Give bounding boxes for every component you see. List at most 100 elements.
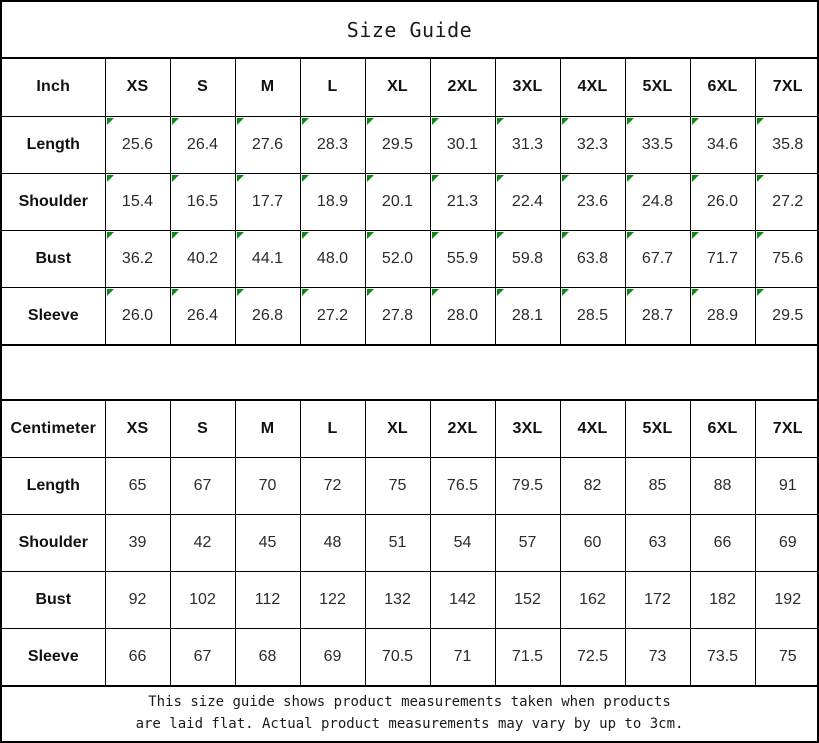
cm-shoulder-l: 48 <box>299 514 366 572</box>
page-title: Size Guide <box>346 17 473 42</box>
cell-flag-icon <box>366 231 374 239</box>
cell-flag-icon <box>756 117 764 125</box>
inch-size-header-m: M <box>234 59 301 117</box>
cm-sleeve-5xl: 73 <box>624 628 691 686</box>
cm-size-header-s: S <box>169 400 236 458</box>
cm-row-label-shoulder: Shoulder <box>2 514 106 572</box>
cm-shoulder-6xl: 66 <box>689 514 756 572</box>
inch-bust-7xl: 75.6 <box>754 229 817 288</box>
cm-bust-4xl: 162 <box>559 571 626 629</box>
cell-flag-icon <box>366 288 374 296</box>
inch-length-xl: 29.5 <box>364 116 431 174</box>
table-row: Sleeve 26.0 26.4 26.8 27.2 27.8 28.0 28.… <box>2 286 817 345</box>
inch-shoulder-xs: 15.4 <box>104 172 171 231</box>
cm-size-header-7xl: 7XL <box>754 400 817 458</box>
inch-shoulder-4xl: 23.6 <box>559 172 626 231</box>
cell-flag-icon <box>496 231 504 239</box>
inch-table-head: Inch XS S M L XL 2XL 3XL 4XL 5XL 6XL 7XL <box>2 59 817 117</box>
cell-flag-icon <box>626 288 634 296</box>
cm-length-6xl: 88 <box>689 457 756 515</box>
cm-shoulder-7xl: 69 <box>754 514 817 572</box>
cm-row-label-length: Length <box>2 457 106 515</box>
inch-sleeve-xs: 26.0 <box>104 286 171 345</box>
cm-row-label-bust: Bust <box>2 571 106 629</box>
inch-shoulder-m: 17.7 <box>234 172 301 231</box>
inch-length-4xl: 32.3 <box>559 116 626 174</box>
cm-bust-l: 122 <box>299 571 366 629</box>
inch-length-7xl: 35.8 <box>754 116 817 174</box>
inch-length-l: 28.3 <box>299 116 366 174</box>
inch-sleeve-7xl: 29.5 <box>754 286 817 345</box>
cm-length-3xl: 79.5 <box>494 457 561 515</box>
cell-flag-icon <box>171 117 179 125</box>
table-row: Bust 36.2 40.2 44.1 48.0 52.0 55.9 59.8 … <box>2 229 817 288</box>
inch-size-header-5xl: 5XL <box>624 59 691 117</box>
inch-size-header-2xl: 2XL <box>429 59 496 117</box>
centimeter-table-body: Length 65 67 70 72 75 76.5 79.5 82 85 88… <box>2 457 817 686</box>
cm-size-header-xl: XL <box>364 400 431 458</box>
cell-flag-icon <box>496 288 504 296</box>
inch-bust-xl: 52.0 <box>364 229 431 288</box>
table-row: Shoulder 15.4 16.5 17.7 18.9 20.1 21.3 2… <box>2 172 817 231</box>
inch-size-header-xl: XL <box>364 59 431 117</box>
inch-bust-m: 44.1 <box>234 229 301 288</box>
inch-row-label-bust: Bust <box>2 229 106 288</box>
cm-row-label-sleeve: Sleeve <box>2 628 106 686</box>
cell-flag-icon <box>301 231 309 239</box>
inch-sleeve-m: 26.8 <box>234 286 301 345</box>
inch-shoulder-6xl: 26.0 <box>689 172 756 231</box>
inch-table-body: Length 25.6 26.4 27.6 28.3 29.5 30.1 31.… <box>2 116 817 345</box>
cm-bust-xs: 92 <box>104 571 171 629</box>
inch-size-header-3xl: 3XL <box>494 59 561 117</box>
cell-flag-icon <box>626 231 634 239</box>
cell-flag-icon <box>431 288 439 296</box>
size-guide-title-row: Size Guide <box>2 2 817 59</box>
cell-flag-icon <box>691 231 699 239</box>
inch-bust-5xl: 67.7 <box>624 229 691 288</box>
cm-length-4xl: 82 <box>559 457 626 515</box>
cm-length-7xl: 91 <box>754 457 817 515</box>
inch-sleeve-l: 27.2 <box>299 286 366 345</box>
cm-length-xl: 75 <box>364 457 431 515</box>
cm-size-header-xs: XS <box>104 400 171 458</box>
inch-length-m: 27.6 <box>234 116 301 174</box>
cell-flag-icon <box>366 117 374 125</box>
cell-flag-icon <box>301 288 309 296</box>
cm-shoulder-s: 42 <box>169 514 236 572</box>
inch-sleeve-s: 26.4 <box>169 286 236 345</box>
table-row: Length 65 67 70 72 75 76.5 79.5 82 85 88… <box>2 457 817 515</box>
cm-size-header-3xl: 3XL <box>494 400 561 458</box>
cell-flag-icon <box>236 231 244 239</box>
inch-unit-header: Inch <box>2 59 106 117</box>
cell-flag-icon <box>236 288 244 296</box>
size-guide-disclaimer: This size guide shows product measuremen… <box>135 694 684 732</box>
cell-flag-icon <box>561 288 569 296</box>
inch-shoulder-5xl: 24.8 <box>624 172 691 231</box>
inch-bust-4xl: 63.8 <box>559 229 626 288</box>
cm-size-header-2xl: 2XL <box>429 400 496 458</box>
inch-sleeve-2xl: 28.0 <box>429 286 496 345</box>
cm-sleeve-4xl: 72.5 <box>559 628 626 686</box>
inch-length-2xl: 30.1 <box>429 116 496 174</box>
inch-size-header-l: L <box>299 59 366 117</box>
inch-sleeve-3xl: 28.1 <box>494 286 561 345</box>
cell-flag-icon <box>561 231 569 239</box>
cell-flag-icon <box>366 174 374 182</box>
cell-flag-icon <box>691 117 699 125</box>
inch-size-header-6xl: 6XL <box>689 59 756 117</box>
cell-flag-icon <box>431 174 439 182</box>
cm-bust-7xl: 192 <box>754 571 817 629</box>
cell-flag-icon <box>626 117 634 125</box>
inch-length-s: 26.4 <box>169 116 236 174</box>
inch-shoulder-7xl: 27.2 <box>754 172 817 231</box>
cm-bust-2xl: 142 <box>429 571 496 629</box>
inch-table-wrapper: Inch XS S M L XL 2XL 3XL 4XL 5XL 6XL 7XL… <box>2 59 817 345</box>
cm-sleeve-s: 67 <box>169 628 236 686</box>
inch-shoulder-l: 18.9 <box>299 172 366 231</box>
cm-bust-3xl: 152 <box>494 571 561 629</box>
cm-bust-5xl: 172 <box>624 571 691 629</box>
table-row: Shoulder 39 42 45 48 51 54 57 60 63 66 6… <box>2 514 817 572</box>
cell-flag-icon <box>236 174 244 182</box>
centimeter-size-table: Centimeter XS S M L XL 2XL 3XL 4XL 5XL 6… <box>2 400 817 686</box>
